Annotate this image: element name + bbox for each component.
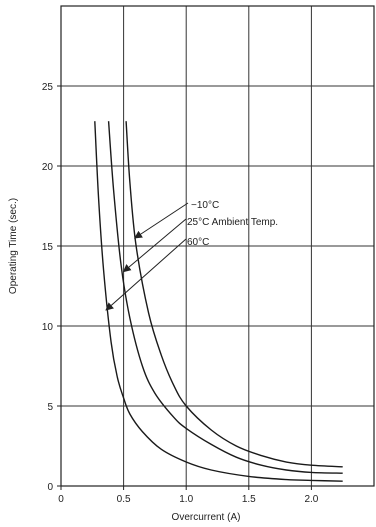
x-tick-label: 1.0 <box>179 494 193 505</box>
y-tick-label: 5 <box>47 402 53 413</box>
y-tick-label: 15 <box>42 242 54 253</box>
y-tick-label: 0 <box>47 482 53 493</box>
x-tick-label: 1.5 <box>242 494 256 505</box>
y-tick-label: 20 <box>42 162 54 173</box>
axis-ticks: 0 0.5 1.0 1.5 2.0 0 5 10 15 20 25 <box>42 82 319 505</box>
annotation-label: 60°C <box>187 237 209 248</box>
x-tick-label: 2.0 <box>304 494 318 505</box>
annotation-arrow <box>134 202 189 239</box>
annotation-arrow <box>122 218 187 273</box>
y-tick-label: 10 <box>42 322 54 333</box>
x-tick-label: 0 <box>58 494 64 505</box>
annotation-label: 25°C Ambient Temp. <box>187 217 278 228</box>
series-line-minus10c <box>125 121 343 468</box>
y-axis-title: Operating Time (sec.) <box>8 198 19 294</box>
y-tick-label: 25 <box>42 82 54 93</box>
annotation-arrow <box>105 238 187 311</box>
series-lines <box>94 121 343 482</box>
series-line-25c <box>107 121 343 474</box>
grid <box>61 6 374 486</box>
series-line-60c <box>94 121 343 482</box>
annotations: −10°C 25°C Ambient Temp. 60°C <box>105 200 278 311</box>
x-axis-title: Overcurrent (A) <box>172 512 241 523</box>
x-tick-label: 0.5 <box>117 494 131 505</box>
annotation-label: −10°C <box>191 200 219 211</box>
